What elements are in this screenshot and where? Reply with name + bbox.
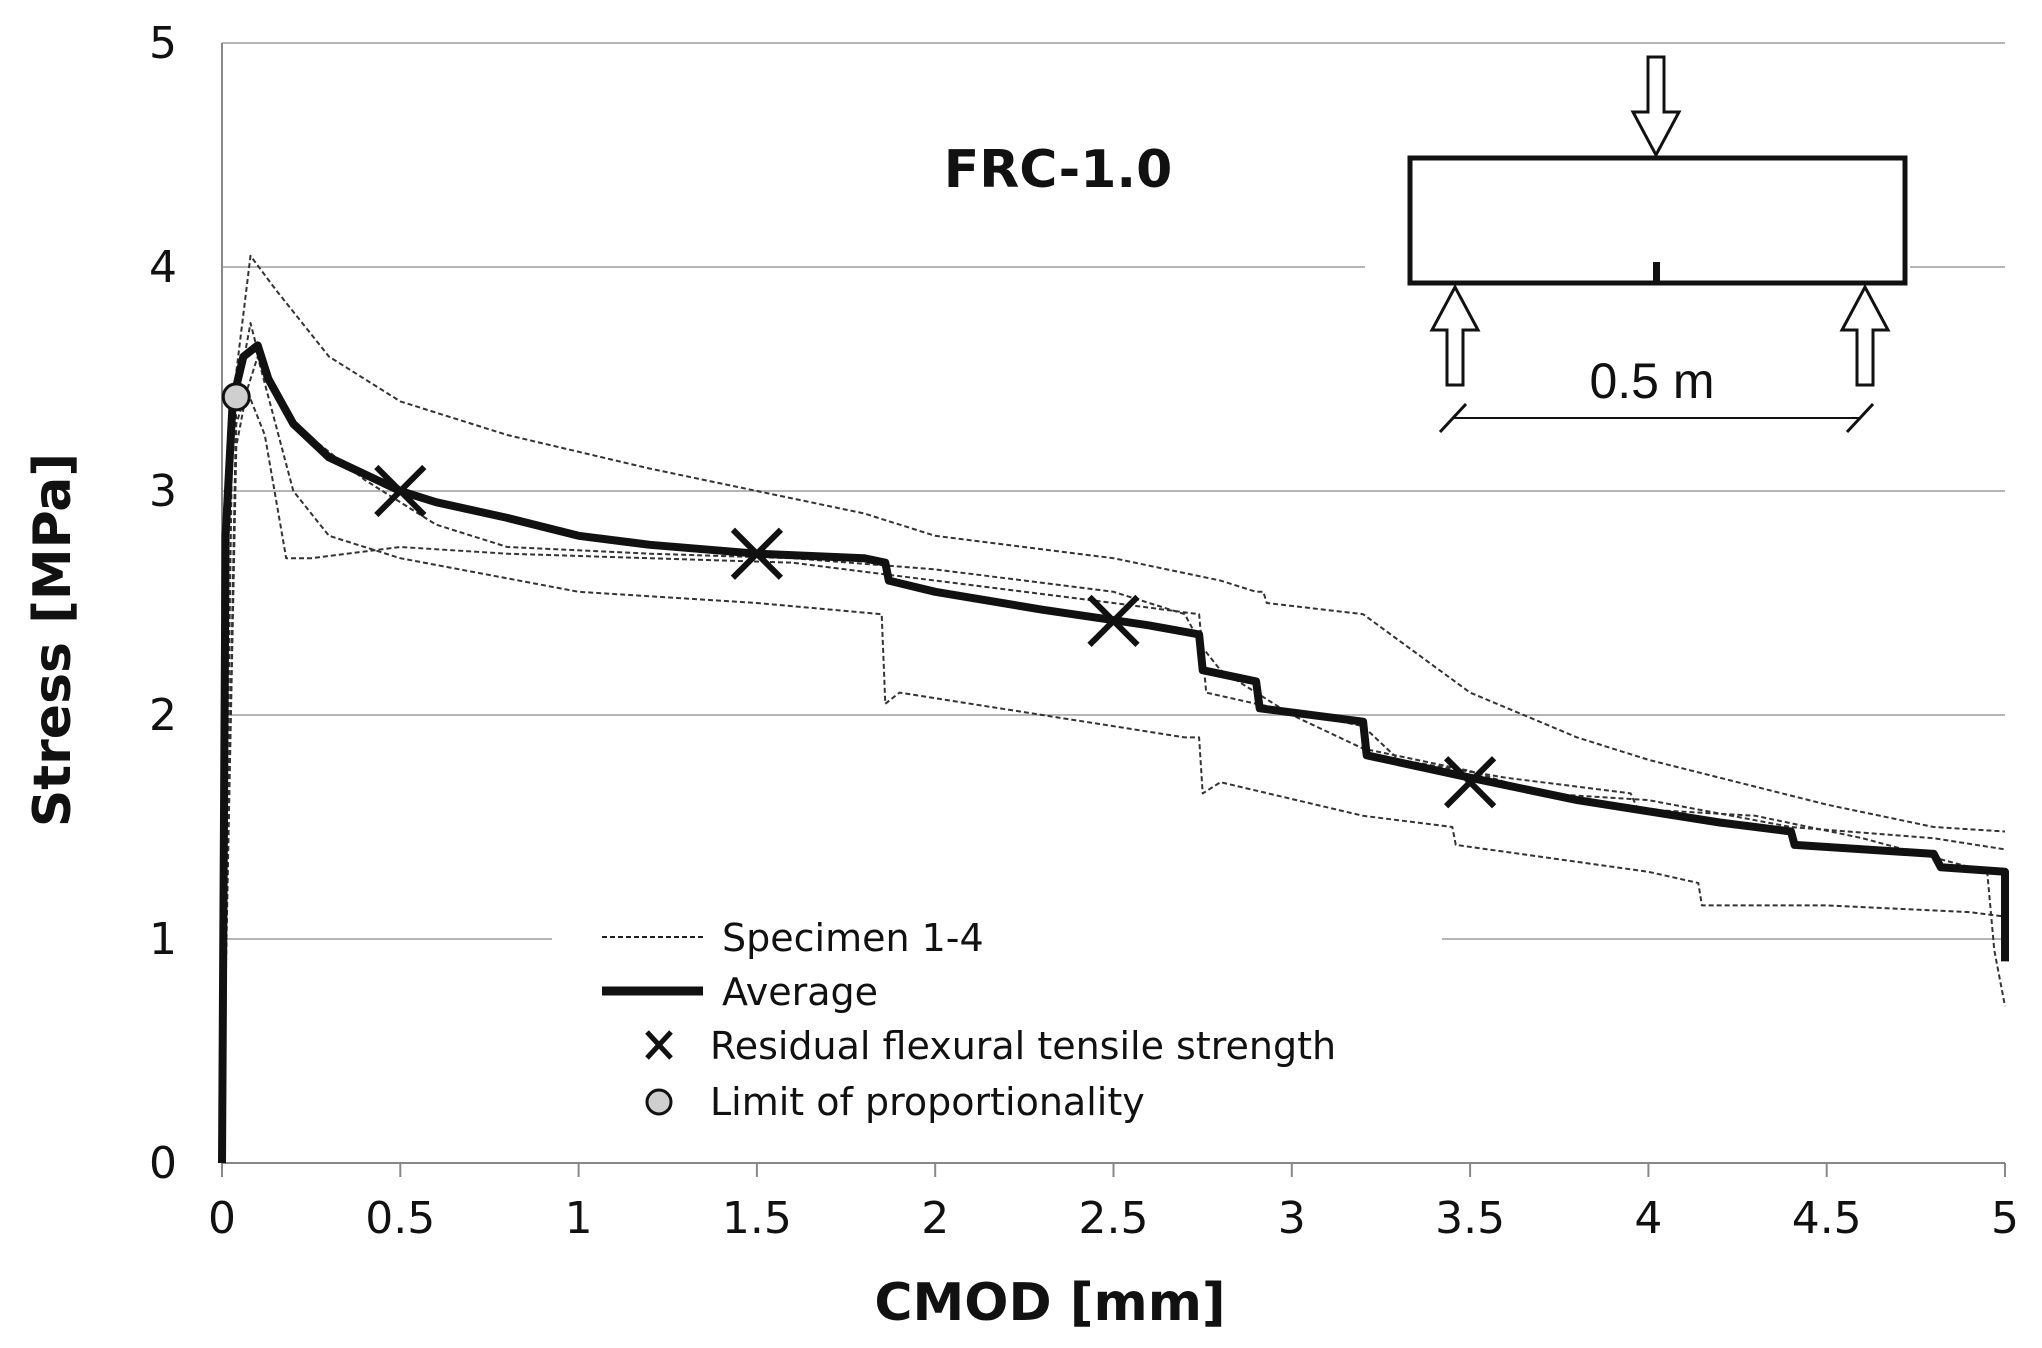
x-tick-label: 1 — [565, 1193, 593, 1244]
marker-layer — [221, 382, 1497, 809]
residual-strength-marker — [374, 464, 427, 518]
span-label: 0.5 m — [1589, 353, 1714, 409]
residual-strength-marker — [1087, 594, 1140, 648]
x-tick-label: 2.5 — [1079, 1193, 1149, 1244]
series-line-average — [218, 341, 2009, 1164]
left-support-arrow-icon — [1429, 283, 1481, 387]
y-tick-label: 2 — [149, 690, 177, 741]
beam-diagram: 0.5 m — [1365, 55, 1910, 434]
legend-cross-icon — [645, 1030, 673, 1060]
series-line-specimen-3 — [221, 322, 2006, 1164]
legend-label-lop: Limit of proportionality — [710, 1080, 1145, 1124]
load-arrow-icon — [1630, 55, 1682, 159]
lop-marker — [221, 382, 251, 412]
dimension-tick-right — [1845, 402, 1875, 434]
y-axis-title: Stress [MPa] — [23, 453, 83, 827]
series-line-specimen-4 — [221, 389, 2006, 1164]
x-tick-label: 5 — [1991, 1193, 2019, 1244]
legend-background — [552, 905, 1442, 1145]
beam-rect — [1407, 155, 1908, 286]
residual-strength-marker — [730, 527, 784, 580]
y-tick-label: 3 — [149, 466, 177, 517]
legend-label-specimen: Specimen 1-4 — [722, 916, 984, 960]
marker-stroke — [1087, 594, 1140, 648]
notch-mark — [1653, 262, 1660, 282]
residual-strength-marker — [1443, 756, 1497, 809]
x-tick-label: 1.5 — [722, 1193, 792, 1244]
y-tick-label: 0 — [149, 1138, 177, 1189]
right-support-arrow-icon — [1839, 283, 1891, 387]
x-tick-label: 0 — [208, 1193, 236, 1244]
x-tick-label: 4.5 — [1792, 1193, 1862, 1244]
legend: Specimen 1-4 Average Residual flexural t… — [552, 905, 1442, 1145]
x-axis-title: CMOD [mm] — [874, 1273, 1225, 1333]
y-tick-label: 4 — [149, 242, 177, 293]
series-layer — [218, 254, 2009, 1164]
x-tick-label: 4 — [1634, 1193, 1662, 1244]
legend-label-residual: Residual flexural tensile strength — [710, 1024, 1336, 1068]
series-line-specimen-2 — [221, 355, 2006, 1164]
chart-title: FRC-1.0 — [944, 140, 1173, 200]
legend-circle-icon — [645, 1088, 673, 1116]
marker-stroke — [730, 527, 784, 580]
x-tick-label: 2 — [921, 1193, 949, 1244]
y-tick-label: 1 — [149, 914, 177, 965]
marker-stroke — [374, 464, 427, 518]
x-tick-label: 0.5 — [365, 1193, 435, 1244]
x-tick-label: 3.5 — [1435, 1193, 1505, 1244]
y-tick-label: 5 — [149, 18, 177, 69]
axes: 0 1 2 3 4 5 0 0.5 1 1.5 2 2.5 3 3.5 4 4.5 5 — [149, 18, 2019, 1244]
x-tick-label: 3 — [1278, 1193, 1306, 1244]
dimension-tick-left — [1438, 402, 1468, 434]
series-line-specimen-1 — [221, 254, 2006, 1164]
marker-stroke — [1443, 756, 1497, 809]
legend-label-average: Average — [722, 970, 878, 1014]
